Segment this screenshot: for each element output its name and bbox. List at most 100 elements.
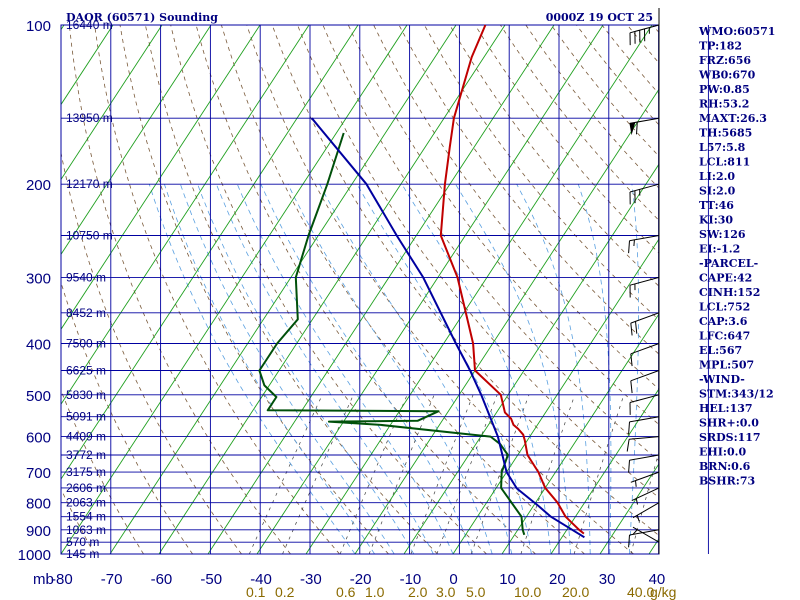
- wind-barb-staff: [629, 183, 660, 193]
- moist-adiabat-line: [197, 184, 415, 554]
- moist-adiabat-line: [180, 184, 395, 554]
- sounding-index-item: BSHR:73: [699, 475, 755, 488]
- temperature-profile-line: [439, 24, 585, 535]
- wind-barb-staff: [629, 416, 660, 423]
- isotherm-line: [158, 25, 506, 554]
- temperature-tick-label: 20: [549, 571, 566, 588]
- sounding-index-item: SW:126: [699, 228, 746, 241]
- temperature-tick-label: -70: [101, 571, 123, 588]
- sounding-index-item: CAP:3.6: [699, 315, 748, 328]
- sounding-index-item: STM:343/12: [699, 388, 774, 401]
- sounding-index-item: L57:5.8: [699, 141, 746, 154]
- wind-barb-flag: [628, 534, 630, 548]
- pressure-tick-label: 600: [26, 430, 51, 447]
- height-label: 5830 m: [66, 388, 106, 402]
- dry-adiabat-line: [195, 25, 536, 554]
- isotherm-line: [354, 88, 659, 554]
- pressure-tick-label: 1000: [18, 547, 51, 564]
- mixing-ratio-label: 10.0: [514, 584, 541, 600]
- pressure-tick-label: 700: [26, 465, 51, 482]
- dry-adiabat-line: [221, 25, 585, 554]
- wind-barb-staff: [631, 487, 660, 502]
- height-label: 1554 m: [66, 510, 106, 524]
- temperature-tick-label: -80: [51, 571, 73, 588]
- mixing-ratio-line: [520, 394, 576, 554]
- pressure-tick-label: 400: [26, 337, 51, 354]
- isotherm-line: [452, 238, 659, 554]
- isotherm-line: [305, 25, 653, 554]
- temperature-tick-label: 0: [449, 571, 457, 588]
- wind-barb-flag: [630, 380, 633, 394]
- wind-barb-staff: [629, 276, 660, 286]
- mixing-ratio-label: 3.0: [436, 584, 456, 600]
- isotherm-line: [61, 25, 359, 480]
- mixing-ratio-unit-label: g/kg: [650, 584, 676, 600]
- mixing-ratio-label: 0.2: [275, 584, 295, 600]
- moist-adiabat-line: [356, 184, 532, 554]
- sounding-index-item: EHI:0.0: [699, 446, 746, 459]
- sounding-index-item: MAXT:26.3: [699, 112, 767, 125]
- isotherm-line: [550, 388, 659, 554]
- dry-adiabat-line: [271, 25, 659, 537]
- dewpoint-profile-line: [258, 132, 526, 536]
- sounding-index-item: MPL:507: [699, 359, 754, 372]
- sounding-index-item: BRN:0.6: [699, 460, 751, 473]
- height-label: 13950 m: [66, 111, 113, 125]
- wind-barb-half-flag: [633, 239, 635, 247]
- sounding-index-item: -PARCEL-: [699, 257, 758, 270]
- mixing-ratio-label: 5.0: [466, 584, 486, 600]
- wind-barb-flag: [635, 321, 638, 334]
- height-label: 8452 m: [66, 306, 106, 320]
- sounding-index-item: LI:2.0: [699, 170, 735, 183]
- mixing-ratio-label: 0.6: [336, 584, 356, 600]
- height-label: 2063 m: [66, 496, 106, 510]
- wind-barb-flag: [628, 421, 630, 435]
- sounding-index-item: EL:567: [699, 344, 742, 357]
- isotherm-line: [501, 313, 659, 554]
- isotherm-line: [0, 25, 15, 554]
- wind-barb-staff: [630, 471, 660, 483]
- sounding-index-item: FRZ:656: [699, 54, 751, 67]
- height-label: 6625 m: [66, 364, 106, 378]
- dry-adiabat-line: [576, 25, 659, 126]
- sounding-index-item: SHR+:0.0: [699, 417, 759, 430]
- sounding-index-item: TT:46: [699, 199, 734, 212]
- grid-layer: [0, 24, 709, 555]
- mixing-ratio-label: 40.0: [627, 584, 654, 600]
- wind-barb-staff: [630, 370, 660, 382]
- sounding-index-item: CAPE:42: [699, 272, 752, 285]
- temperature-tick-label: -50: [200, 571, 222, 588]
- isotherm-line: [207, 25, 555, 554]
- sounding-index-item: RH:53.2: [699, 98, 749, 111]
- temperature-tick-label: 30: [599, 571, 616, 588]
- sounding-index-item: CINH:152: [699, 286, 760, 299]
- chart-time: 0000Z 19 OCT 25: [546, 11, 653, 24]
- height-label: 570 m: [66, 535, 99, 549]
- height-label: 7500 m: [66, 337, 106, 351]
- wind-barb-column: [626, 8, 660, 554]
- wind-barb-half-flag: [636, 515, 640, 522]
- wind-barb-flag: [630, 353, 633, 367]
- mixing-ratio-line: [573, 394, 625, 554]
- sounding-index-item: EI:-1.2: [699, 243, 740, 256]
- sounding-index-item: SI:2.0: [699, 185, 736, 198]
- moist-adiabat-line: [164, 184, 375, 554]
- sounding-index-item: -WIND-: [699, 373, 745, 386]
- wind-barb-half-flag: [635, 480, 637, 487]
- pressure-tick-label: 100: [26, 18, 51, 35]
- wind-barb-staff: [629, 436, 660, 440]
- mixing-ratio-label: 2.0: [408, 584, 428, 600]
- wind-barb-half-flag: [632, 529, 638, 535]
- wind-barb-flag: [628, 460, 630, 473]
- profile-layer: [258, 24, 585, 539]
- isotherm-line: [599, 462, 659, 554]
- sounding-index-item: LCL:811: [699, 156, 750, 169]
- wind-barb-flag: [636, 121, 638, 135]
- parcel-profile-line: [311, 117, 585, 539]
- sounding-index-item: SRDS:117: [699, 431, 761, 444]
- isotherm-line: [61, 25, 163, 181]
- moist-adiabat-line: [577, 184, 612, 554]
- height-label: 16440 m: [66, 18, 113, 32]
- wind-barb-flag: [626, 439, 630, 452]
- pressure-axis-label: mb: [33, 571, 54, 588]
